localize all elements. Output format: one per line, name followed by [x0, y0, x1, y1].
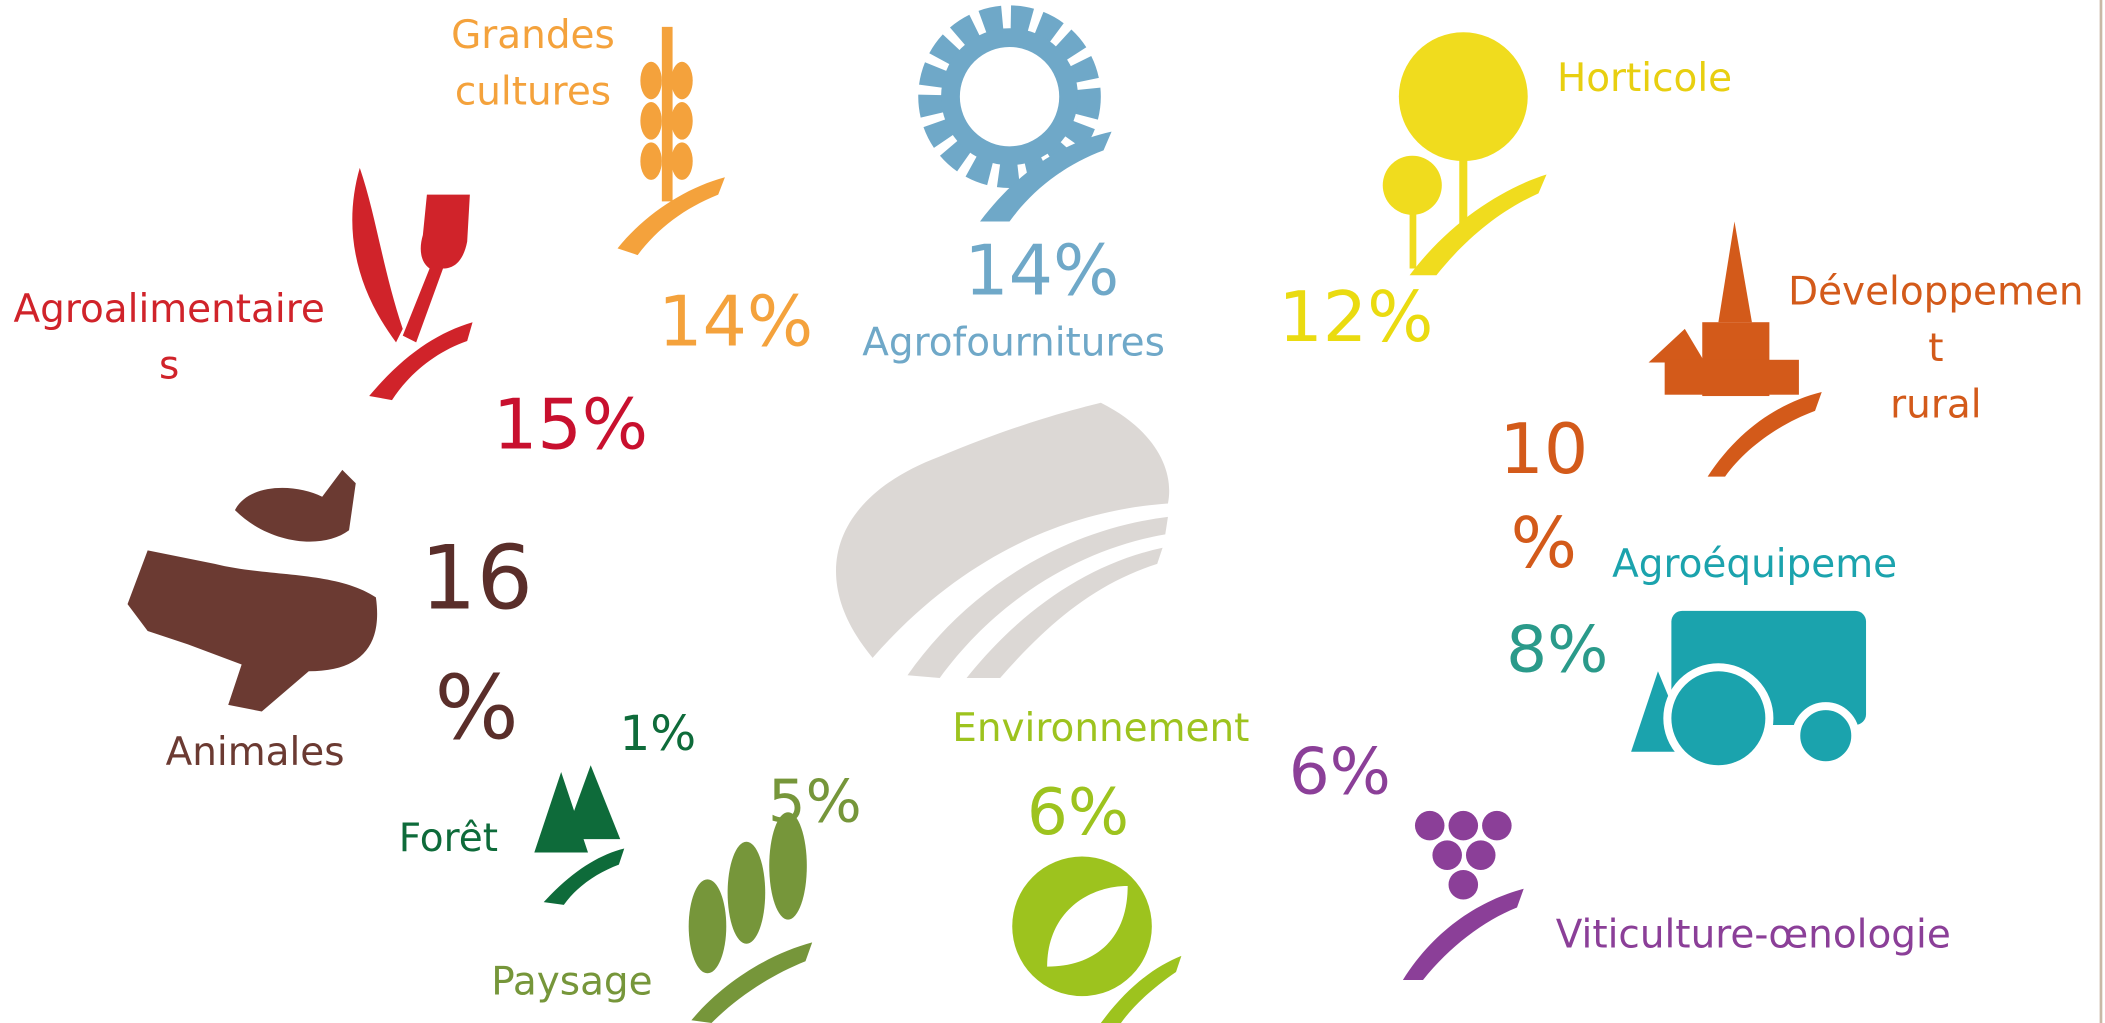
- percentage: %: [434, 657, 518, 760]
- icon-gear: [918, 5, 1112, 222]
- icon-church: [1648, 221, 1822, 477]
- percentage: 8%: [1506, 612, 1608, 687]
- category-label: Développemen: [1788, 270, 2083, 315]
- category-label: Agroalimentaire: [13, 287, 324, 332]
- icon-grapes: [1402, 810, 1524, 981]
- percentage: 10: [1499, 409, 1588, 490]
- category-label: Grandes: [451, 13, 615, 58]
- percentage: 16: [420, 526, 533, 629]
- percentage: 14%: [658, 281, 813, 362]
- category-label: Forêt: [399, 816, 498, 861]
- category-label: Viticulture-œnologie: [1556, 913, 1951, 958]
- percentage: %: [1511, 503, 1577, 584]
- icon-fir: [534, 765, 625, 905]
- category-label: Horticole: [1557, 56, 1732, 101]
- category-label: cultures: [455, 69, 611, 114]
- category-label: Environnement: [952, 706, 1249, 751]
- icon-cutlery: [352, 167, 473, 401]
- category-label: t: [1928, 326, 1943, 371]
- icon-animals: [127, 469, 378, 712]
- percentage: 6%: [1289, 735, 1391, 810]
- icon-tractor: [1631, 610, 1867, 774]
- percentage: 1%: [619, 706, 696, 762]
- icon-tree: [1382, 32, 1547, 276]
- category-label: rural: [1890, 382, 1981, 427]
- category-label: Animales: [166, 730, 345, 775]
- percentage: 14%: [964, 230, 1119, 311]
- icon-wheat: [617, 26, 725, 256]
- category-label: Agrofournitures: [862, 321, 1165, 366]
- percentage: 6%: [1027, 775, 1129, 850]
- category-label: Paysage: [491, 960, 652, 1005]
- icon-leaf: [1012, 856, 1182, 1023]
- percentage: 12%: [1278, 277, 1433, 358]
- category-label: s: [159, 343, 179, 388]
- center-logo: [836, 402, 1170, 678]
- category-label: Agroéquipeme: [1612, 542, 1897, 587]
- icon-poplars: [688, 812, 813, 1023]
- percentage: 15%: [493, 385, 648, 466]
- percentage: 5%: [768, 767, 862, 836]
